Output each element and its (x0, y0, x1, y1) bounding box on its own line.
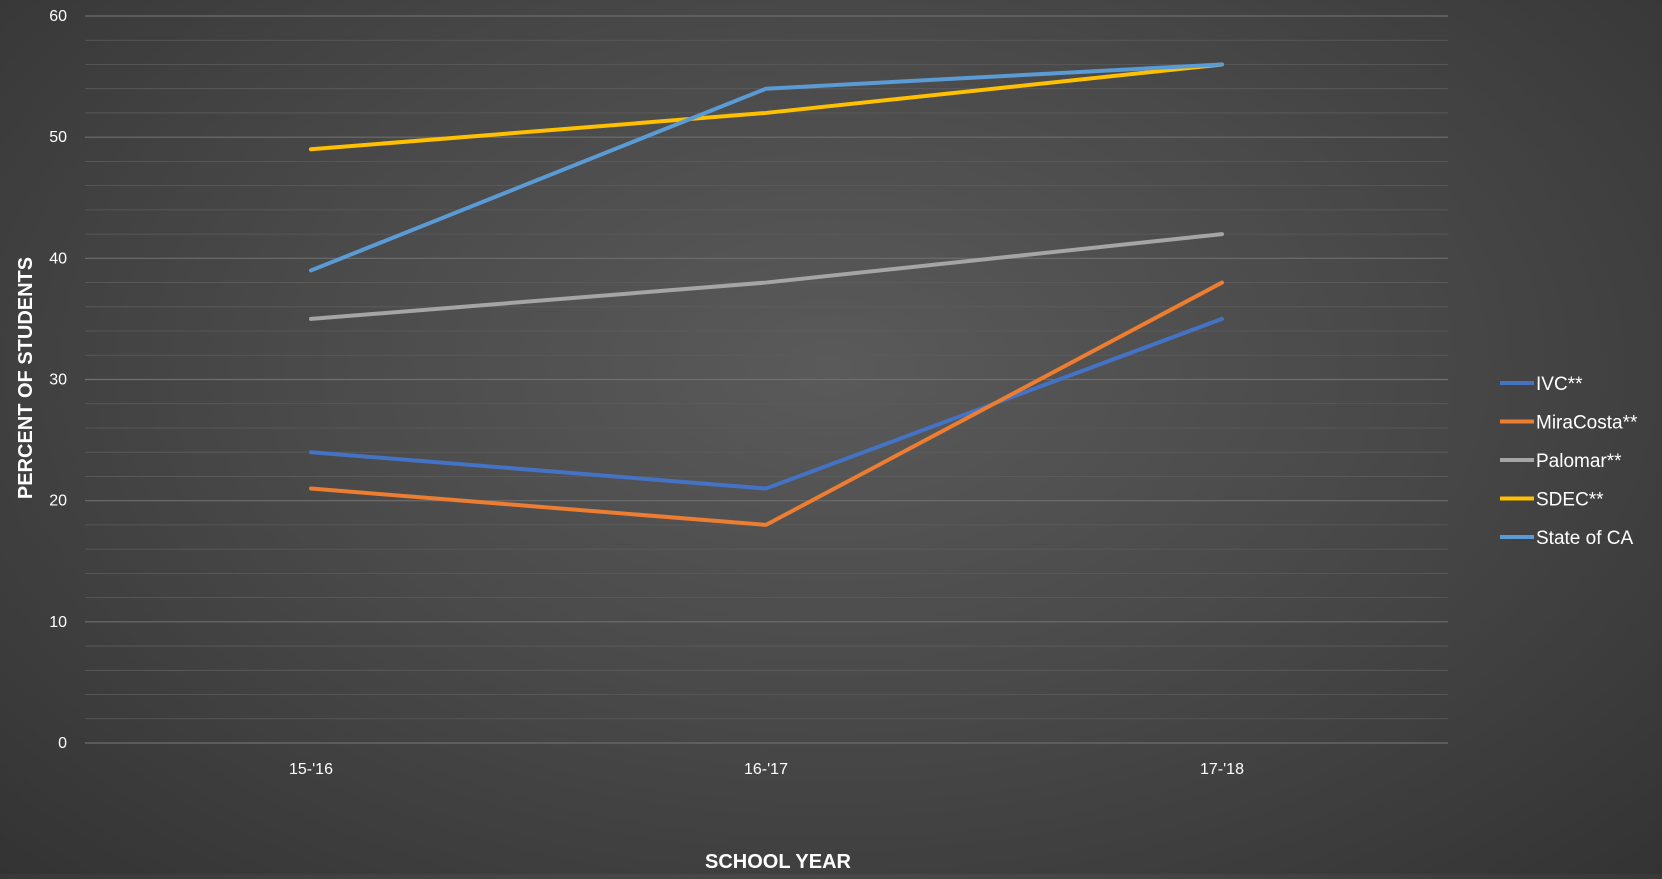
legend-item: State of CA (1500, 528, 1633, 549)
x-tick-label: 16-'17 (744, 761, 788, 778)
y-tick-label: 10 (49, 614, 67, 631)
x-axis-title: SCHOOL YEAR (705, 851, 852, 873)
y-tick-label: 60 (49, 8, 67, 25)
x-axis-ticks: 15-'16 16-'17 17-'18 (289, 761, 1244, 778)
y-axis-ticks: 0 10 20 30 40 50 60 (49, 8, 67, 752)
legend-item: SDEC** (1500, 490, 1604, 511)
series-line (309, 316, 1224, 491)
y-tick-label: 0 (58, 735, 67, 752)
legend-label: IVC** (1536, 374, 1583, 395)
series-lines (309, 62, 1224, 527)
y-tick-label: 50 (49, 129, 67, 146)
legend-label: State of CA (1536, 528, 1633, 549)
series-line (309, 62, 1224, 273)
legend-item: Palomar** (1500, 451, 1622, 472)
y-axis-title: PERCENT OF STUDENTS (15, 257, 37, 499)
y-tick-label: 20 (49, 493, 67, 510)
y-tick-label: 40 (49, 250, 67, 267)
legend-label: SDEC** (1536, 490, 1604, 511)
legend-label: Palomar** (1536, 451, 1622, 472)
gridlines (85, 15, 1448, 744)
legend-item: IVC** (1500, 374, 1583, 395)
series-line (309, 62, 1224, 152)
series-line (309, 232, 1224, 321)
legend-label: MiraCosta** (1536, 413, 1638, 434)
x-tick-label: 17-'18 (1200, 761, 1244, 778)
x-tick-label: 15-'16 (289, 761, 333, 778)
legend: IVC** MiraCosta** Palomar** SDEC** State of … (1500, 374, 1638, 549)
y-tick-label: 30 (49, 372, 67, 389)
series-line (309, 280, 1224, 527)
legend-item: MiraCosta** (1500, 413, 1638, 434)
